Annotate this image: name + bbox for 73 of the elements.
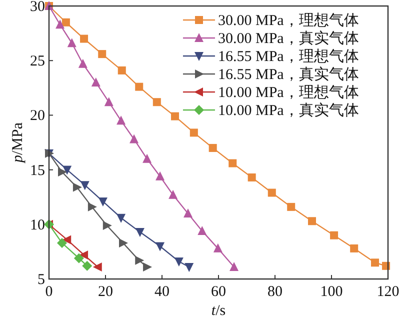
legend-label: 10.00 MPa，真实气体 <box>218 102 359 119</box>
point <box>80 34 88 43</box>
point <box>156 171 165 180</box>
point <box>130 134 139 144</box>
point <box>287 202 296 211</box>
x-axis-title: t/s <box>211 303 226 319</box>
point <box>78 58 88 68</box>
point <box>58 167 67 176</box>
point <box>143 262 152 272</box>
point <box>79 250 88 260</box>
legend-label: 30.00 MPa，理想气体 <box>218 12 359 29</box>
point <box>118 66 126 74</box>
point <box>183 208 192 218</box>
point <box>116 214 126 223</box>
y-axis-title: p/MPa <box>10 122 26 164</box>
point <box>67 38 76 48</box>
point <box>170 112 179 120</box>
x-tick-label: 40 <box>154 284 170 300</box>
point <box>104 97 114 106</box>
x-tick-label: 60 <box>211 284 226 300</box>
point <box>91 77 100 86</box>
point <box>62 18 70 26</box>
point <box>80 181 90 190</box>
point <box>184 262 194 272</box>
point <box>98 50 106 58</box>
point <box>119 238 128 248</box>
y-tick-label: 30 <box>30 0 45 15</box>
x-tick-label: 0 <box>45 284 53 300</box>
point <box>152 98 161 106</box>
point <box>92 262 102 272</box>
x-tick-label: 120 <box>376 284 400 300</box>
point <box>208 144 217 152</box>
legend-label: 16.55 MPa，真实气体 <box>218 66 359 83</box>
point <box>135 228 144 238</box>
point <box>62 166 72 175</box>
point <box>142 154 152 163</box>
point <box>350 244 358 252</box>
point <box>62 235 72 244</box>
point <box>88 202 97 212</box>
point <box>268 188 276 197</box>
point <box>371 258 380 267</box>
point <box>74 253 84 264</box>
point <box>56 238 67 248</box>
point <box>190 128 198 137</box>
point <box>135 256 144 265</box>
point <box>330 231 338 240</box>
y-tick-label: 5 <box>38 272 45 288</box>
y-tick-label: 25 <box>30 54 45 70</box>
point <box>308 217 316 226</box>
point <box>230 262 239 271</box>
point <box>213 243 222 252</box>
point <box>156 242 165 252</box>
point <box>56 20 65 29</box>
y-tick-label: 15 <box>30 162 45 179</box>
x-tick-label: 20 <box>98 284 113 300</box>
legend-label: 16.55 MPa，理想气体 <box>218 48 359 65</box>
x-tick-label: 80 <box>268 284 282 300</box>
x-tick-label: 100 <box>320 284 343 300</box>
point <box>98 197 108 206</box>
point <box>102 220 112 230</box>
point <box>72 182 82 192</box>
point <box>168 190 178 199</box>
legend-label: 30.00 MPa，真实气体 <box>218 30 359 47</box>
point <box>116 116 126 125</box>
legend-label: 10.00 MPa，理想气体 <box>218 84 359 101</box>
y-tick-label: 20 <box>30 108 45 124</box>
y-tick-label: 10 <box>30 217 45 234</box>
point <box>248 173 256 182</box>
point <box>135 82 144 91</box>
point <box>174 258 184 267</box>
point <box>198 226 207 235</box>
point <box>82 260 92 271</box>
point <box>228 159 237 168</box>
